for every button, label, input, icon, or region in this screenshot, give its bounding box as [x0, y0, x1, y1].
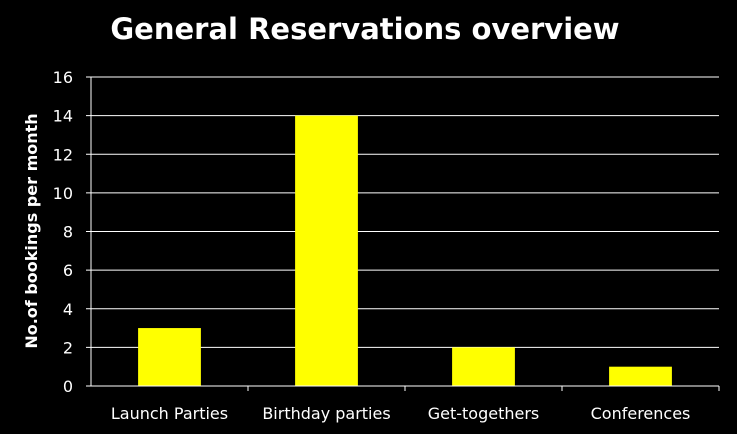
y-axis-label: No.of bookings per month	[22, 113, 41, 348]
bar-birthday-parties	[295, 115, 358, 386]
y-tick-label: 2	[63, 338, 73, 357]
y-tick-label: 6	[63, 261, 73, 280]
y-tick-label: 14	[53, 107, 73, 126]
bars	[138, 115, 672, 386]
x-tick-label: Launch Parties	[111, 404, 228, 423]
x-tick-label: Conferences	[591, 404, 691, 423]
y-tick-label: 0	[63, 377, 73, 396]
x-tick-labels: Launch Parties Birthday parties Get-togeth…	[111, 386, 720, 423]
bar-get-togethers	[452, 347, 515, 386]
y-tick-labels: 0 2 4 6 8 10 12 14 16	[53, 68, 73, 396]
y-tick-label: 16	[53, 68, 73, 87]
y-tick-label: 4	[63, 300, 73, 319]
x-tick-label: Birthday parties	[262, 404, 390, 423]
y-tick-label: 8	[63, 223, 73, 242]
bar-launch-parties	[138, 328, 201, 386]
bar-conferences	[609, 366, 672, 386]
x-tick-label: Get-togethers	[428, 404, 540, 423]
chart-title: General Reservations overview	[110, 12, 619, 46]
y-tick-label: 12	[53, 145, 73, 164]
y-tick-label: 10	[53, 184, 73, 203]
